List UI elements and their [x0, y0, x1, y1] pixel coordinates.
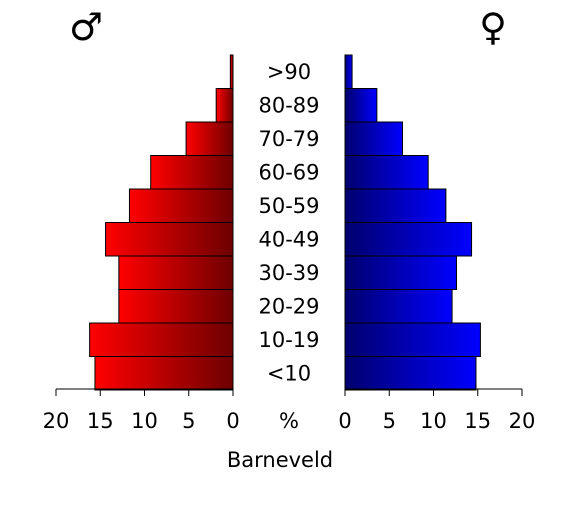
age-label: <10: [267, 361, 311, 385]
right-tick-label: 20: [509, 409, 536, 433]
male-bar-80-89: [215, 88, 234, 123]
right-tick-label: 10: [420, 409, 447, 433]
age-label: 10-19: [258, 328, 319, 352]
x-axis-title: Barneveld: [227, 448, 333, 472]
left-tick-label: 20: [43, 409, 70, 433]
age-label: >90: [267, 60, 311, 84]
male-bar-70-79: [185, 121, 234, 156]
male-bar-50-59: [128, 188, 234, 223]
male-bar-<10: [94, 356, 234, 391]
female-bar-<10: [344, 356, 477, 391]
age-label: 50-59: [258, 194, 319, 218]
right-tick-label: 0: [338, 409, 351, 433]
female-bar->90: [344, 54, 353, 89]
age-label: 60-69: [258, 160, 319, 184]
female-bar-50-59: [344, 188, 447, 223]
age-group-labels: <10 10-19 20-29 30-39 40-49 50-59 60-69 70-79 80…: [258, 60, 319, 386]
right-x-axis: 0 5 10 15 20: [338, 388, 536, 433]
male-bar-10-19: [89, 322, 234, 357]
right-tick-label: 5: [383, 409, 396, 433]
male-bar-20-29: [118, 289, 234, 324]
female-symbol: ♀: [479, 5, 507, 49]
female-bar-80-89: [344, 88, 378, 123]
female-bars: [344, 54, 481, 391]
male-symbol: ♂: [69, 5, 103, 49]
female-bar-60-69: [344, 155, 429, 190]
left-x-axis: 20 15 10 5 0: [43, 388, 240, 433]
left-tick-label: 10: [131, 409, 158, 433]
male-bar->90: [229, 54, 234, 89]
age-label: 80-89: [258, 93, 319, 117]
age-label: 40-49: [258, 227, 319, 251]
male-bars: [89, 54, 234, 391]
right-tick-label: 15: [464, 409, 491, 433]
age-label: 70-79: [258, 127, 319, 151]
age-label: 20-29: [258, 294, 319, 318]
left-tick-label: 15: [87, 409, 114, 433]
age-label: 30-39: [258, 261, 319, 285]
female-bar-70-79: [344, 121, 404, 156]
unit-label: %: [279, 409, 299, 433]
female-bar-30-39: [344, 255, 458, 290]
left-tick-label: 0: [226, 409, 239, 433]
male-bar-60-69: [150, 155, 234, 190]
female-bar-40-49: [344, 222, 473, 257]
left-tick-label: 5: [182, 409, 195, 433]
male-bar-40-49: [105, 222, 234, 257]
male-bar-30-39: [118, 255, 234, 290]
female-bar-20-29: [344, 289, 453, 324]
female-bar-10-19: [344, 322, 481, 357]
